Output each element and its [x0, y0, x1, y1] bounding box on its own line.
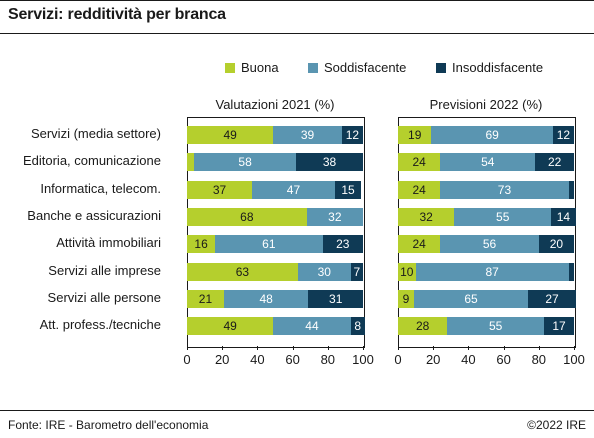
bar-segment-soddisfacente: 56 [440, 235, 539, 254]
bar-segment-soddisfacente: 47 [252, 180, 335, 199]
x-tick-label: 20 [425, 352, 441, 367]
x-tick-label: 40 [461, 352, 476, 367]
bar-segment-soddisfacente: 87 [415, 262, 569, 281]
bar-segment-insoddisfacente: 12 [552, 126, 574, 144]
category-label: Banche e assicurazioni [27, 207, 161, 223]
x-tick-mark [433, 346, 435, 350]
x-tick-mark [187, 346, 188, 350]
footer-rule [0, 410, 594, 411]
panel-title: Valutazioni 2021 (%) [215, 97, 335, 112]
x-tick-mark [363, 346, 364, 350]
x-tick-label: 60 [285, 352, 300, 367]
category-label: Servizi alle imprese [48, 262, 161, 278]
legend-label: Buona [241, 60, 279, 75]
bar-segment-buona: 49 [187, 317, 274, 336]
bar-segment-insoddisfacente: 17 [544, 317, 574, 336]
bar-segment-soddisfacente: 69 [431, 126, 553, 144]
legend-label: Soddisfacente [324, 60, 407, 75]
bar-segment-buona: 37 [187, 180, 253, 199]
category-label: Servizi (media settore) [30, 126, 161, 141]
bar-segment-buona: 24 [398, 235, 441, 254]
bar-segment-soddisfacente: 44 [273, 317, 351, 336]
bar-segment-insoddisfacente: 23 [322, 235, 363, 254]
bar-segment-insoddisfacente: 31 [308, 289, 363, 308]
bar-segment-soddisfacente: 39 [273, 126, 342, 144]
bar-segment-insoddisfacente: 8 [350, 317, 365, 336]
bar-segment-buona: 10 [398, 262, 416, 281]
category-label: Informatica, telecom. [40, 180, 161, 196]
x-tick-label: 80 [320, 352, 336, 367]
bar-segment-insoddisfacente: 27 [528, 289, 576, 308]
bar-segment-insoddisfacente: 20 [538, 235, 574, 254]
copyright-note: ©2022 IRE [527, 418, 586, 432]
bar-segment-buona: 24 [398, 180, 441, 199]
panel-frame [187, 117, 365, 348]
bar-segment-buona: 28 [398, 317, 448, 336]
bar-segment-soddisfacente: 55 [454, 207, 552, 226]
x-tick-mark [292, 346, 294, 350]
bar-segment-buona: 21 [187, 289, 224, 308]
x-tick-mark [222, 346, 224, 350]
bar-segment-insoddisfacente: 38 [296, 153, 363, 172]
title-rule [0, 33, 594, 34]
x-tick-label: 100 [563, 352, 585, 367]
bar-segment-soddisfacente: 30 [297, 262, 351, 281]
bar-segment-soddisfacente: 32 [306, 207, 363, 226]
x-tick-label: 0 [394, 352, 402, 367]
bar-segment-buona: 9 [398, 289, 414, 308]
category-label: Servizi alle persone [47, 289, 161, 305]
bar-segment-soddisfacente: 48 [223, 289, 309, 308]
bar-segment-insoddisfacente [568, 262, 574, 281]
x-tick-label: 20 [214, 352, 230, 367]
x-tick-mark [327, 346, 329, 350]
bar-segment-buona: 32 [398, 207, 455, 226]
bar-segment-buona: 16 [187, 235, 216, 254]
x-tick-mark [503, 346, 505, 350]
bar-segment-buona: 24 [398, 153, 441, 172]
top-rule [0, 0, 594, 1]
bar-segment-buona [187, 153, 195, 172]
panel-frame [398, 117, 576, 348]
bar-segment-soddisfacente: 65 [413, 289, 529, 308]
bar-segment-insoddisfacente: 22 [535, 153, 574, 172]
legend-swatch-buona [225, 63, 235, 73]
bar-segment-buona: 63 [187, 262, 298, 281]
bar-segment-buona: 19 [398, 126, 432, 144]
x-tick-mark [468, 346, 470, 350]
bar-segment-buona: 68 [187, 207, 307, 226]
panel-title: Previsioni 2022 (%) [429, 97, 543, 112]
bar-segment-soddisfacente: 58 [194, 153, 297, 172]
x-tick-mark [257, 346, 259, 350]
x-tick-label: 40 [250, 352, 265, 367]
bar-segment-insoddisfacente: 7 [350, 262, 363, 281]
source-note: Fonte: IRE - Barometro dell'economia [8, 418, 209, 432]
x-tick-mark [538, 346, 540, 350]
x-tick-label: 100 [352, 352, 374, 367]
bar-segment-soddisfacente: 61 [215, 235, 323, 254]
chart-title: Servizi: redditività per branca [8, 6, 226, 23]
bar-segment-soddisfacente: 73 [440, 180, 569, 199]
category-label: Attività immobiliari [56, 235, 161, 251]
bar-segment-insoddisfacente [568, 180, 574, 199]
legend-label: Insoddisfacente [452, 60, 544, 75]
category-label: Att. profess./tecniche [39, 317, 161, 333]
bar-segment-insoddisfacente: 12 [341, 126, 363, 144]
x-tick-label: 80 [531, 352, 547, 367]
bar-segment-soddisfacente: 55 [447, 317, 545, 336]
bar-segment-soddisfacente: 54 [440, 153, 536, 172]
bar-segment-buona: 49 [187, 126, 274, 144]
bar-segment-insoddisfacente: 15 [334, 180, 362, 199]
x-tick-mark [574, 346, 575, 350]
x-tick-label: 60 [496, 352, 511, 367]
x-tick-label: 0 [183, 352, 191, 367]
category-label: Editoria, comunicazione [22, 153, 161, 169]
legend-swatch-insoddisfacente [436, 63, 446, 73]
legend-swatch-soddisfacente [308, 63, 318, 73]
x-tick-mark [398, 346, 399, 350]
bar-segment-insoddisfacente: 14 [551, 207, 576, 226]
